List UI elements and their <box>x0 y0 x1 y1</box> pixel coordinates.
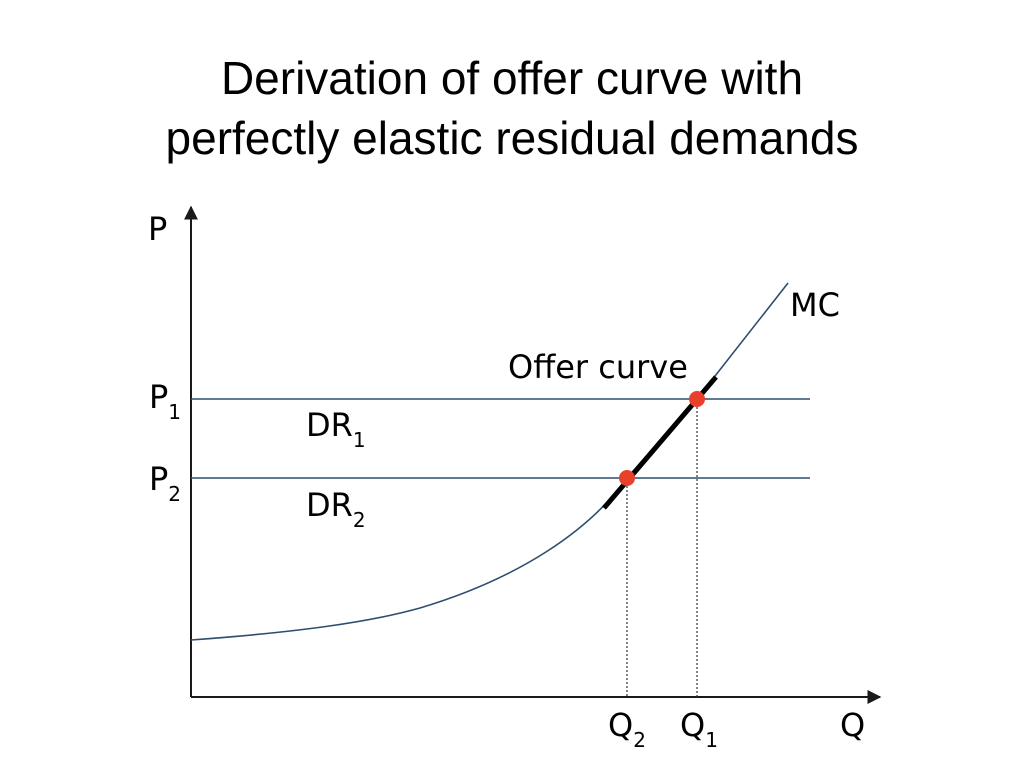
q1-main: Q <box>680 706 705 744</box>
mc-label: MC <box>790 286 840 324</box>
q2-label: Q2 <box>608 706 646 752</box>
point-p2-q2 <box>619 470 635 486</box>
dr1-main: DR <box>306 406 353 444</box>
dr2-label: DR2 <box>306 486 366 532</box>
x-axis-label: Q <box>840 706 865 744</box>
p1-main: P <box>149 378 168 416</box>
dr2-main: DR <box>306 486 353 524</box>
q2-sub: 2 <box>633 728 646 752</box>
p2-sub: 2 <box>168 482 181 506</box>
offer-curve-label: Offer curve <box>508 348 688 386</box>
q1-label: Q1 <box>680 706 718 752</box>
p1-label: P1 <box>149 378 181 424</box>
title-line-1: Derivation of offer curve with <box>220 52 804 104</box>
title-line-2: perfectly elastic residual demands <box>165 112 859 164</box>
dr2-sub: 2 <box>353 508 366 532</box>
y-axis-label: P <box>148 210 167 248</box>
q1-sub: 1 <box>705 728 718 752</box>
dr1-label: DR1 <box>306 406 366 452</box>
point-p1-q1 <box>689 391 705 407</box>
p1-sub: 1 <box>168 400 181 424</box>
slide-title: Derivation of offer curve with perfectly… <box>0 48 1024 168</box>
p2-main: P <box>149 460 168 498</box>
mc-curve <box>190 282 789 641</box>
q2-main: Q <box>608 706 633 744</box>
dr1-sub: 1 <box>353 428 366 452</box>
p2-label: P2 <box>149 460 181 506</box>
